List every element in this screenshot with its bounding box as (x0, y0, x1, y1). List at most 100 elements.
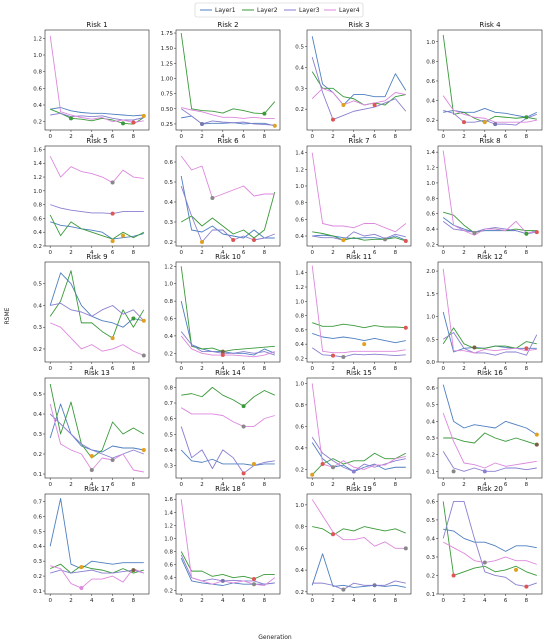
y-tick-label: 1.0 (426, 181, 435, 187)
best-point-marker (534, 432, 539, 437)
panel-risk-4: Risk 4 0 2 4 6 8 0.2 0.4 0.6 0.8 1.0 (426, 21, 543, 140)
series-line-layer1 (442, 384, 538, 436)
x-tick-label: 4 (352, 134, 356, 140)
y-tick-label: 0.3 (426, 555, 435, 561)
y-tick-label: 2.0 (426, 269, 435, 275)
series-line-layer3 (312, 231, 406, 241)
series-line-layer1 (311, 442, 406, 472)
series-line-layer4 (49, 403, 144, 473)
x-tick-label: 4 (90, 134, 94, 140)
panel-title: Risk 12 (477, 253, 503, 261)
plot-frame (175, 29, 281, 131)
panel-risk-6: Risk 6 0 2 4 6 8 0.2 0.3 0.4 0.5 0.6 (164, 137, 281, 256)
y-tick-label: 0.4 (295, 66, 304, 72)
series-line-layer4 (442, 150, 537, 236)
best-point-marker (341, 238, 346, 243)
plot-frame (306, 261, 412, 363)
legend-label-layer4: Layer4 (339, 7, 360, 14)
x-tick-label: 2 (462, 366, 466, 372)
series-line-layer3 (180, 554, 275, 585)
y-tick-label: 1.2 (164, 264, 173, 270)
series-line-layer2 (442, 327, 537, 349)
x-tick-label: 0 (441, 482, 445, 488)
series-line-layer2 (49, 270, 145, 339)
y-tick-label: 0.3 (33, 432, 42, 438)
y-tick-label: 1.2 (33, 36, 42, 42)
y-tick-label: 0.2 (164, 589, 173, 595)
x-tick-label: 4 (90, 598, 94, 604)
panel-risk-11: Risk 11 0 2 4 6 8 0.2 0.4 0.6 0.8 1.0 1.2 1.4 (295, 253, 412, 372)
x-tick-label: 2 (462, 482, 466, 488)
series-line-layer1 (311, 553, 406, 588)
series-line-layer2 (180, 551, 275, 580)
panel-title: Risk 17 (84, 485, 110, 493)
x-tick-label: 4 (90, 250, 94, 256)
series-line-layer1 (180, 175, 275, 239)
series-line-layer1 (50, 221, 144, 240)
x-tick-label: 0 (310, 250, 314, 256)
best-point-marker (79, 565, 84, 570)
series-line-layer4 (50, 565, 144, 589)
best-point-marker (252, 461, 256, 466)
series-line-layer3 (180, 331, 275, 356)
series-line-layer1 (312, 234, 406, 241)
y-tick-label: 1.75 (161, 31, 174, 37)
best-point-marker (220, 353, 225, 358)
series-line-layer1 (49, 272, 144, 328)
y-tick-label: 0.6 (295, 217, 304, 223)
x-tick-label: 0 (179, 366, 183, 372)
y-tick-label: 0.50 (161, 107, 174, 113)
x-tick-label: 2 (200, 482, 204, 488)
x-tick-label: 4 (352, 482, 356, 488)
best-point-marker (403, 239, 408, 243)
series-line-layer1 (50, 107, 144, 117)
y-tick-label: 0.5 (164, 432, 173, 438)
y-tick-label: 0.3 (295, 86, 304, 92)
y-tick-label: 1.0 (295, 299, 304, 305)
series-line-layer4 (311, 152, 407, 233)
best-point-marker (383, 237, 387, 242)
y-tick-label: 0.6 (164, 417, 173, 423)
x-tick-label: 8 (263, 250, 267, 256)
best-point-marker (403, 546, 408, 551)
x-tick-label: 4 (352, 598, 356, 604)
panel-title: Risk 4 (479, 21, 501, 29)
x-tick-label: 8 (263, 482, 267, 488)
x-tick-label: 6 (373, 482, 377, 488)
y-tick-label: 1.50 (161, 46, 174, 52)
y-tick-label: 1.00 (161, 76, 174, 82)
panel-risk-3: Risk 3 0 2 4 6 8 0.2 0.3 0.4 0.5 (295, 21, 412, 140)
panel-risk-16: Risk 16 0 2 4 6 8 0.1 0.2 0.3 0.4 0.5 0.6 (426, 369, 543, 488)
best-point-marker (362, 342, 367, 347)
y-tick-label: 0.6 (426, 79, 435, 85)
best-point-marker (89, 454, 94, 458)
best-point-marker (331, 117, 335, 122)
series-line-layer4 (49, 156, 144, 184)
x-tick-label: 8 (394, 482, 398, 488)
series-line-layer4 (180, 407, 275, 427)
y-tick-label: 0.6 (33, 86, 42, 92)
y-tick-label: 0.6 (164, 317, 173, 323)
series-line-layer4 (442, 95, 537, 123)
y-tick-label: 1.0 (426, 315, 435, 321)
series-line-layer3 (442, 332, 538, 356)
y-tick-label: 0.2 (33, 120, 42, 126)
series-line-layer1 (312, 333, 406, 344)
y-tick-label: 0.3 (164, 464, 173, 470)
best-point-marker (141, 318, 146, 323)
series-line-layer4 (442, 412, 537, 469)
y-tick-label: 1.4 (164, 510, 173, 516)
series-line-layer3 (442, 451, 537, 472)
y-tick-label: 0.8 (164, 550, 173, 556)
series-line-layer4 (180, 499, 276, 586)
series-line-layer4 (49, 35, 144, 123)
panel-title: Risk 9 (86, 253, 107, 261)
y-tick-label: 0.6 (33, 216, 42, 222)
y-tick-label: 0.5 (164, 180, 173, 186)
y-tick-label: 1.6 (33, 147, 42, 153)
series-line-layer4 (180, 335, 275, 358)
x-tick-label: 8 (394, 134, 398, 140)
y-tick-label: 0.4 (426, 419, 435, 425)
panel-title: Risk 11 (346, 253, 372, 261)
x-tick-label: 8 (263, 598, 267, 604)
